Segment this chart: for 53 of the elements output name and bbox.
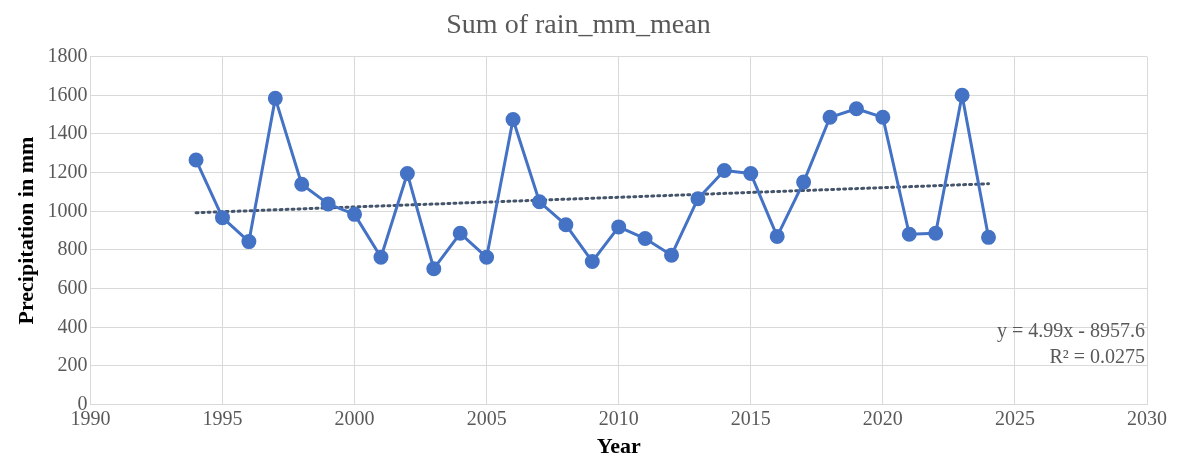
point	[611, 219, 627, 235]
y-tick-label: 200	[57, 353, 88, 376]
point	[637, 231, 653, 247]
point	[981, 229, 997, 245]
x-tick-label: 2010	[598, 406, 639, 429]
point	[901, 226, 917, 242]
y-tick-label: 800	[57, 237, 88, 260]
x-tick-label: 1995	[202, 406, 243, 429]
point	[373, 249, 389, 265]
point	[505, 111, 521, 127]
point	[716, 162, 732, 178]
x-tick-label: 2015	[730, 406, 771, 429]
point	[848, 101, 864, 117]
x-tick-label: 2005	[466, 406, 507, 429]
y-tick-label: 1000	[47, 198, 88, 221]
point	[426, 261, 442, 277]
point	[796, 174, 812, 190]
point	[664, 247, 680, 263]
annotation: R² = 0.0275	[1049, 344, 1145, 367]
x-tick-label: 2020	[862, 406, 903, 429]
y-tick-label: 1800	[47, 43, 88, 66]
point	[875, 109, 891, 125]
y-tick-label: 400	[57, 314, 88, 337]
y-tick-label: 1400	[47, 121, 88, 144]
point	[452, 225, 468, 241]
point	[743, 166, 759, 182]
point	[558, 217, 574, 233]
point	[584, 254, 600, 270]
point	[690, 191, 706, 207]
point	[954, 87, 970, 103]
point	[188, 152, 204, 168]
x-tick-label: 2025	[994, 406, 1035, 429]
point	[479, 249, 495, 265]
point	[320, 196, 336, 212]
y-tick-label: 1200	[47, 159, 88, 182]
point	[399, 166, 415, 182]
point	[241, 234, 257, 250]
point	[822, 109, 838, 125]
point	[769, 228, 785, 244]
point	[531, 194, 547, 210]
x-tick-label: 2000	[334, 406, 375, 429]
annotation: y = 4.99x - 8957.6	[997, 318, 1145, 342]
point	[928, 225, 944, 241]
y-tick-label: 1600	[47, 82, 88, 105]
x-tick-label: 2030	[1127, 406, 1167, 429]
chart-title: Sum of rain_mm_mean	[446, 8, 711, 40]
y-axis-title: Precipitation in mm	[12, 136, 38, 325]
point	[267, 90, 283, 106]
point	[214, 210, 230, 226]
x-axis-title: Year	[596, 433, 641, 459]
point	[294, 176, 310, 192]
y-tick-label: 600	[57, 275, 88, 298]
point	[347, 206, 363, 222]
